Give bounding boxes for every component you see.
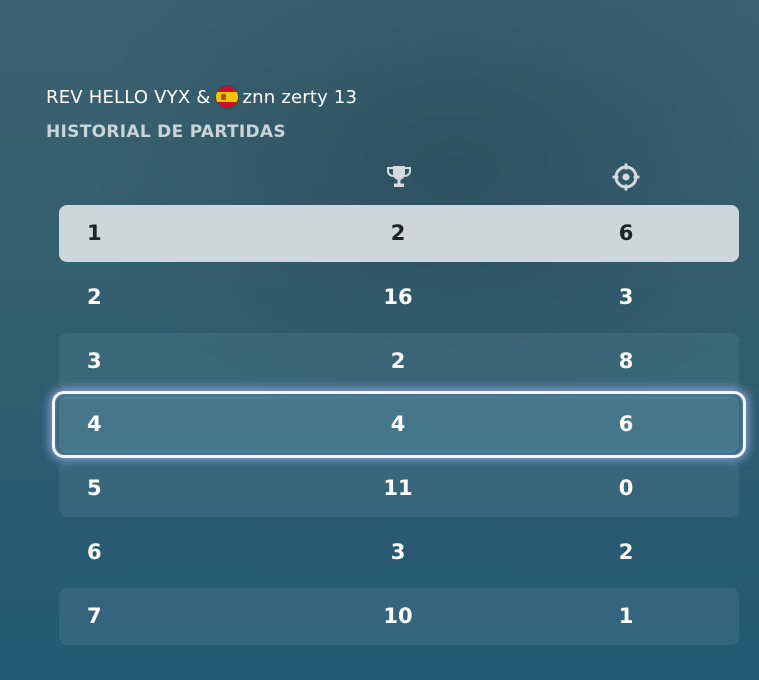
- match-placement: 2: [390, 348, 406, 373]
- match-placement: 3: [390, 539, 406, 564]
- match-row-5[interactable]: 5 11 0: [59, 460, 739, 518]
- match-eliminations: 2: [618, 539, 634, 564]
- match-eliminations: 8: [618, 348, 634, 373]
- match-row-7[interactable]: 7 10 1: [59, 587, 739, 645]
- match-index: 2: [87, 284, 102, 309]
- match-row-4[interactable]: 4 4 6: [52, 391, 746, 459]
- spain-flag-icon: [215, 86, 238, 108]
- match-placement: 4: [390, 412, 406, 437]
- match-index: 7: [87, 603, 102, 628]
- match-placement: 11: [383, 476, 413, 501]
- match-placement: 2: [390, 221, 406, 245]
- match-placement: 16: [383, 284, 413, 309]
- match-index: 5: [87, 476, 102, 501]
- match-row-3[interactable]: 3 2 8: [59, 332, 739, 390]
- match-index: 4: [87, 412, 102, 437]
- match-eliminations: 0: [618, 476, 634, 501]
- match-row-6[interactable]: 6 3 2: [59, 524, 739, 581]
- match-index: 6: [87, 539, 102, 564]
- match-history-header: REV HELLO VYX & znn zerty 13 HISTORIAL D…: [46, 84, 357, 142]
- crosshair-icon: [611, 162, 641, 192]
- match-index: 3: [87, 348, 102, 373]
- party-title: REV HELLO VYX & znn zerty 13: [46, 84, 357, 110]
- match-row-1[interactable]: 1 2 6: [59, 205, 739, 262]
- trophy-icon: [384, 162, 414, 192]
- party-member-right: znn zerty 13: [242, 86, 358, 108]
- match-eliminations: 6: [618, 412, 634, 437]
- match-eliminations: 1: [618, 603, 634, 628]
- match-row-2[interactable]: 2 16 3: [59, 269, 739, 326]
- match-eliminations: 6: [618, 221, 634, 245]
- party-member-left: REV HELLO VYX &: [46, 86, 211, 108]
- match-eliminations: 3: [618, 284, 634, 309]
- section-title: HISTORIAL DE PARTIDAS: [46, 122, 286, 142]
- match-index: 1: [87, 221, 102, 245]
- match-history-list: 1 2 6 2 16 3 3 2 8 4 4 6 5 11 0 6 3 2 7 …: [52, 205, 746, 652]
- match-placement: 10: [383, 603, 413, 628]
